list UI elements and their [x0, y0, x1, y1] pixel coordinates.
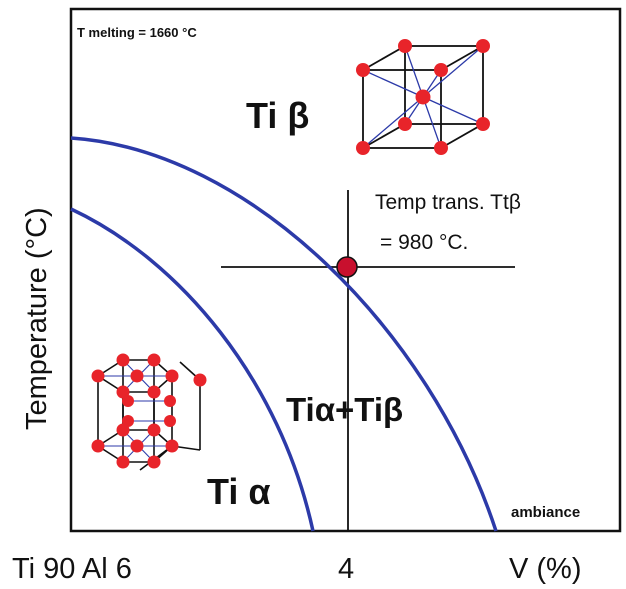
- y-axis-label: Temperature (°C): [21, 207, 53, 430]
- transition-note-line1: Temp trans. Ttβ: [375, 191, 521, 214]
- x-axis-left-label: Ti 90 Al 6: [12, 553, 132, 585]
- bcc-unit-cell-icon: [356, 39, 490, 155]
- phase-alpha-label: Ti α: [207, 471, 270, 512]
- phase-beta-label: Ti β: [246, 95, 309, 136]
- x-axis-right-label: V (%): [509, 553, 582, 585]
- x-axis-mid-label: 4: [338, 553, 354, 585]
- alpha-transus-curve: [70, 207, 315, 532]
- hcp-unit-cell-icon: [91, 353, 207, 471]
- ambient-label: ambiance: [511, 504, 580, 521]
- transition-point-marker: [336, 256, 358, 278]
- plot-frame: [69, 7, 622, 533]
- phase-mixed-label: Tiα+Tiβ: [286, 391, 403, 428]
- beta-transus-curve: [70, 136, 498, 532]
- melting-temperature-note: T melting = 1660 °C: [77, 25, 197, 40]
- transition-note-line2: = 980 °C.: [380, 231, 468, 254]
